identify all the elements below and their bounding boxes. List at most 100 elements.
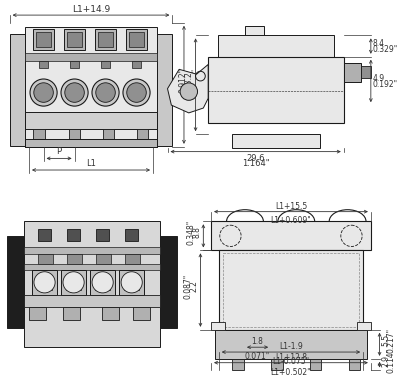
Bar xyxy=(67,32,82,47)
Bar xyxy=(33,29,54,50)
Bar xyxy=(361,66,371,78)
Text: 0.912": 0.912" xyxy=(192,68,201,93)
Text: 23.2: 23.2 xyxy=(185,71,194,88)
Bar xyxy=(25,112,157,129)
Bar xyxy=(232,134,320,148)
Bar xyxy=(357,322,371,330)
Bar xyxy=(96,254,111,264)
Circle shape xyxy=(34,83,53,102)
Bar xyxy=(101,61,110,68)
Text: 1.164": 1.164" xyxy=(242,159,269,168)
Bar xyxy=(63,306,80,320)
Text: 8.4: 8.4 xyxy=(373,39,385,48)
Text: 23.2: 23.2 xyxy=(186,73,195,89)
Text: L1+15.5: L1+15.5 xyxy=(275,201,307,211)
Text: 0.071": 0.071" xyxy=(245,352,270,361)
Polygon shape xyxy=(168,64,208,113)
Circle shape xyxy=(127,83,146,102)
Bar xyxy=(160,236,177,328)
Text: 2.9: 2.9 xyxy=(382,355,390,367)
Text: L1+14.9: L1+14.9 xyxy=(72,5,110,14)
Text: P: P xyxy=(56,147,62,156)
Text: 0.348": 0.348" xyxy=(186,219,196,245)
Bar xyxy=(232,359,244,371)
Circle shape xyxy=(92,79,119,106)
Bar xyxy=(125,254,140,264)
Bar xyxy=(70,61,79,68)
Bar xyxy=(39,61,48,68)
Bar xyxy=(24,295,160,306)
Text: 0.087": 0.087" xyxy=(184,274,193,299)
Bar xyxy=(36,32,51,47)
Bar xyxy=(223,253,359,327)
Bar xyxy=(25,53,157,61)
Bar xyxy=(124,274,140,290)
Bar xyxy=(218,36,334,57)
Text: L1: L1 xyxy=(86,159,96,168)
Text: 4.9: 4.9 xyxy=(373,73,385,83)
Circle shape xyxy=(63,272,84,293)
Circle shape xyxy=(121,272,142,293)
Bar xyxy=(32,270,57,295)
Bar xyxy=(7,236,24,328)
Bar xyxy=(69,129,80,139)
Text: 0.329": 0.329" xyxy=(373,46,398,54)
Bar xyxy=(133,306,150,320)
Bar xyxy=(67,229,80,241)
Text: L1+0.502": L1+0.502" xyxy=(271,367,311,376)
Bar xyxy=(24,264,160,270)
Bar xyxy=(90,270,115,295)
Bar xyxy=(10,34,25,146)
Bar xyxy=(348,359,360,371)
Bar xyxy=(66,274,81,290)
Text: L1-0.075": L1-0.075" xyxy=(272,357,310,366)
Bar xyxy=(215,330,367,359)
Bar xyxy=(95,29,116,50)
Text: 0.114": 0.114" xyxy=(386,348,395,373)
Bar xyxy=(271,359,283,371)
Text: 2.2: 2.2 xyxy=(190,280,198,292)
Text: 1.8: 1.8 xyxy=(252,337,264,346)
Text: 0.912": 0.912" xyxy=(179,68,188,93)
Bar xyxy=(211,221,371,251)
Text: L1-1.9: L1-1.9 xyxy=(279,342,303,351)
Text: 29.6: 29.6 xyxy=(246,154,265,163)
Bar xyxy=(64,29,85,50)
Bar xyxy=(24,247,160,254)
Circle shape xyxy=(92,272,113,293)
Bar xyxy=(136,129,148,139)
Bar xyxy=(37,274,52,290)
Bar xyxy=(102,306,119,320)
Bar xyxy=(125,229,138,241)
Circle shape xyxy=(34,272,55,293)
Circle shape xyxy=(30,79,57,106)
Bar xyxy=(61,270,86,295)
Circle shape xyxy=(65,83,84,102)
Bar xyxy=(211,322,225,330)
Bar xyxy=(95,274,110,290)
Text: L1+12.8: L1+12.8 xyxy=(275,353,307,362)
Text: 0.192": 0.192" xyxy=(373,80,398,89)
Circle shape xyxy=(180,83,198,100)
Bar xyxy=(208,57,344,123)
Bar xyxy=(67,254,82,264)
Bar xyxy=(96,229,110,241)
Bar xyxy=(24,221,160,347)
Circle shape xyxy=(96,83,115,102)
Circle shape xyxy=(61,79,88,106)
Bar xyxy=(25,139,157,147)
Text: 8.8: 8.8 xyxy=(192,226,201,238)
Bar xyxy=(344,63,361,82)
Circle shape xyxy=(123,79,150,106)
Bar xyxy=(38,254,53,264)
Bar xyxy=(103,129,114,139)
Bar xyxy=(245,26,264,37)
Bar xyxy=(98,32,113,47)
Bar xyxy=(219,251,363,330)
Bar xyxy=(126,29,147,50)
Bar xyxy=(25,27,157,147)
Text: 5.5: 5.5 xyxy=(382,334,390,347)
Text: L1+0.609": L1+0.609" xyxy=(270,217,311,225)
Bar xyxy=(119,270,144,295)
Text: 0.217": 0.217" xyxy=(386,328,395,353)
